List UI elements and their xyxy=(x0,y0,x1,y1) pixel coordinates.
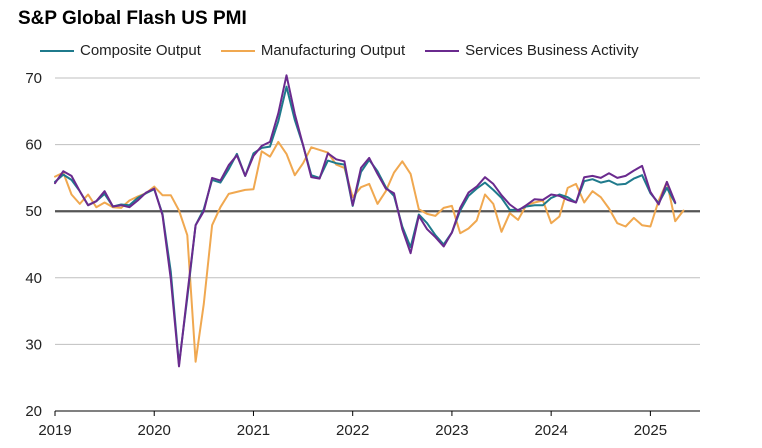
x-tick-label: 2025 xyxy=(634,422,667,439)
series-lines xyxy=(54,74,685,368)
legend-item-services: Services Business Activity xyxy=(425,42,639,59)
legend-label-manufacturing: Manufacturing Output xyxy=(260,42,406,59)
legend-swatch-composite xyxy=(40,49,74,52)
x-tick-label: 2022 xyxy=(336,422,369,439)
x-tick-label: 2021 xyxy=(237,422,270,439)
y-axis: 20 30 40 50 60 70 xyxy=(25,70,42,420)
x-tick-label: 2023 xyxy=(435,422,468,439)
legend-swatch-manufacturing xyxy=(220,49,255,52)
y-tick-label: 70 xyxy=(25,70,42,87)
series-line-services-business-activity xyxy=(54,74,677,368)
legend-item-composite: Composite Output xyxy=(40,42,201,59)
y-tick-label: 50 xyxy=(25,203,42,220)
series-line-composite-output xyxy=(54,85,677,366)
x-tick-label: 2024 xyxy=(534,422,567,439)
y-tick-label: 40 xyxy=(25,270,42,287)
legend-label-services: Services Business Activity xyxy=(465,42,639,59)
grid-lines xyxy=(55,77,700,412)
x-tick-label: 2019 xyxy=(38,422,71,439)
legend-swatch-services xyxy=(425,49,460,52)
series-line-manufacturing-output xyxy=(54,140,685,363)
legend-item-manufacturing: Manufacturing Output xyxy=(220,42,406,59)
y-tick-label: 30 xyxy=(25,336,42,353)
chart-legend: Composite Output Manufacturing Output Se… xyxy=(40,42,659,59)
legend-label-composite: Composite Output xyxy=(80,42,201,59)
chart-title: S&P Global Flash US PMI xyxy=(18,8,247,29)
y-tick-label: 20 xyxy=(25,403,42,420)
x-tick-label: 2020 xyxy=(138,422,171,439)
y-tick-label: 60 xyxy=(25,137,42,154)
x-axis: 2019 2020 2021 2022 2023 2024 2025 xyxy=(38,411,667,439)
